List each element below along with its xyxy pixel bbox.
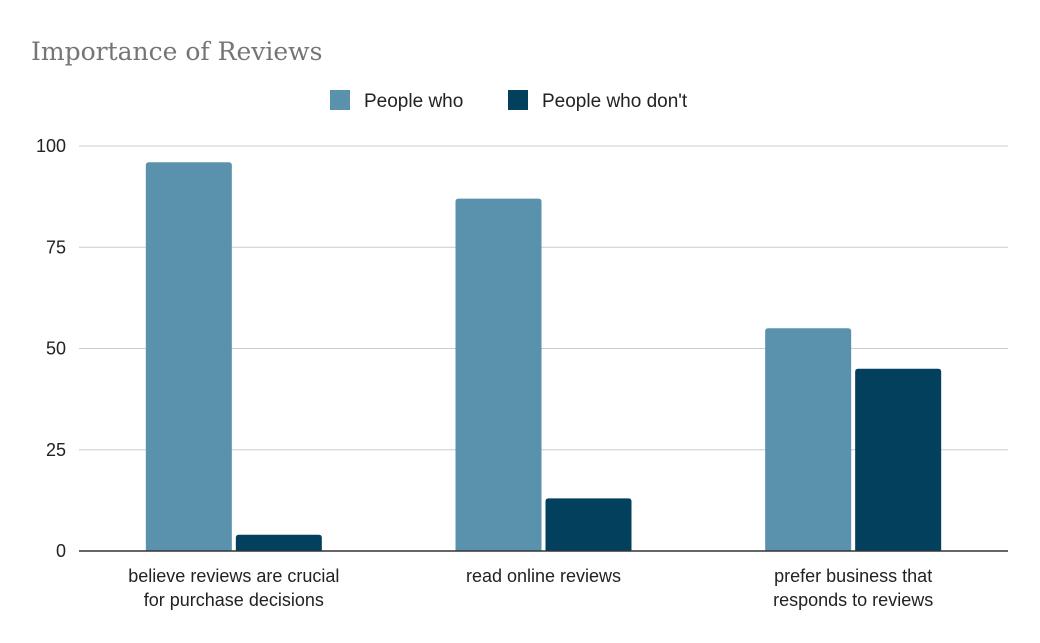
bar-series-0-category-1 bbox=[455, 198, 542, 551]
bar-series-0-category-0 bbox=[145, 162, 232, 551]
y-axis-ticks: 0 25 50 75 100 bbox=[36, 136, 66, 561]
legend-label-people-who: People who bbox=[364, 91, 463, 112]
y-tick-label: 75 bbox=[46, 237, 66, 257]
legend-swatch-people-who bbox=[330, 90, 350, 110]
y-tick-label: 50 bbox=[46, 339, 66, 359]
legend-swatch-people-who-dont bbox=[508, 90, 528, 110]
y-tick-label: 100 bbox=[36, 136, 66, 156]
gridlines bbox=[79, 145, 1008, 451]
bar-series-1-category-0 bbox=[235, 534, 322, 551]
legend-label-people-who-dont: People who don't bbox=[542, 91, 688, 112]
x-axis-labels: believe reviews are crucial for purchase … bbox=[128, 566, 933, 610]
legend: People who People who don't bbox=[330, 90, 688, 112]
x-category-label: read online reviews bbox=[466, 566, 621, 586]
bar-series-1-category-1 bbox=[545, 498, 632, 551]
chart-title: Importance of Reviews bbox=[31, 37, 322, 66]
y-tick-label: 0 bbox=[56, 541, 66, 561]
x-category-label: believe reviews are crucial for purchase … bbox=[128, 566, 339, 610]
y-tick-label: 25 bbox=[46, 440, 66, 460]
bars bbox=[145, 162, 942, 551]
bar-series-1-category-2 bbox=[855, 368, 942, 551]
bar-series-0-category-2 bbox=[765, 328, 852, 551]
x-category-label: prefer business that responds to reviews bbox=[773, 566, 933, 610]
